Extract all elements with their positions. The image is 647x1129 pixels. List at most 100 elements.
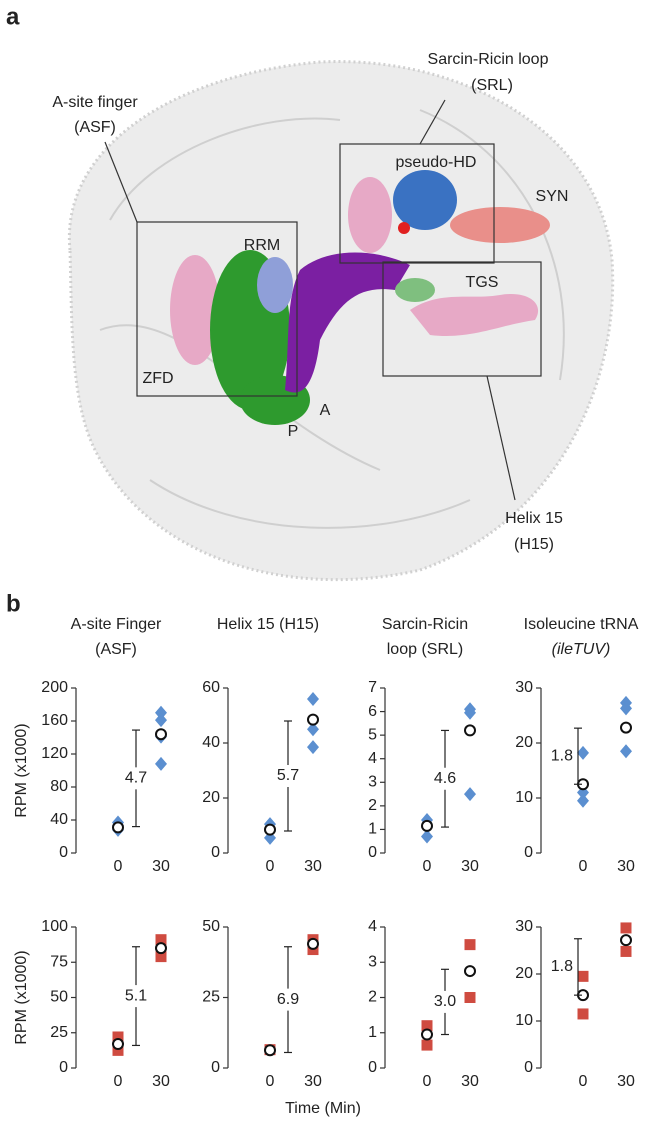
- x-tick-label: 0: [266, 1073, 275, 1090]
- pseudo-hd-domain: [393, 170, 457, 230]
- y-tick-label: 50: [202, 918, 220, 935]
- y-tick-label: 40: [202, 734, 220, 751]
- fold-change: 6.9: [277, 991, 299, 1008]
- mean: [264, 1044, 276, 1057]
- marker: [398, 222, 410, 234]
- y-tick-label: 60: [202, 679, 220, 696]
- point: [577, 970, 589, 982]
- asf-box: [136, 221, 298, 397]
- point: [155, 705, 167, 720]
- label-bg: [274, 765, 302, 787]
- x-tick-label: 0: [114, 1073, 123, 1090]
- y-tick-label: 0: [524, 844, 533, 861]
- label: (SRL): [471, 77, 513, 94]
- point: [620, 744, 632, 759]
- label: (ASF): [74, 119, 116, 136]
- point: [577, 745, 589, 760]
- srl-box: [339, 143, 495, 264]
- point: [464, 787, 476, 802]
- ribosome: [67, 60, 615, 582]
- point: [307, 692, 319, 706]
- x-tick-label: 0: [579, 1073, 588, 1090]
- label: Sarcin-Ricin loop: [428, 51, 549, 68]
- x-tick-label: 30: [304, 1073, 322, 1090]
- y-tick-label: 10: [515, 789, 533, 806]
- h15-density: [410, 294, 539, 337]
- fold-change: 5.7: [277, 767, 299, 784]
- chart-title: loop (SRL): [387, 641, 463, 658]
- y-tick-label: 5: [368, 726, 377, 743]
- chart-title: (ASF): [95, 641, 137, 658]
- y-tick-label: 7: [368, 679, 377, 696]
- label-bg: [122, 985, 150, 1008]
- boxes: [104, 99, 542, 501]
- x-tick-label: 30: [461, 1073, 479, 1090]
- purple-trna: [285, 252, 410, 393]
- x-tick-label: 0: [266, 858, 275, 875]
- y-tick-label: 200: [41, 679, 68, 696]
- point: [307, 722, 319, 737]
- y-tick-label: 30: [515, 918, 533, 935]
- callout-line: [419, 99, 446, 145]
- point: [421, 829, 433, 844]
- fold-change: 3.0: [434, 993, 456, 1010]
- chart-title: (ileTUV): [552, 641, 611, 658]
- point: [620, 922, 632, 934]
- y-tick-label: 20: [515, 965, 533, 982]
- label: P: [288, 423, 299, 440]
- y-tick-label: 30: [515, 679, 533, 696]
- panel-label: b: [6, 590, 21, 617]
- y-tick-label: 20: [515, 734, 533, 751]
- label: pseudo-HD: [396, 154, 477, 171]
- label: A: [320, 402, 331, 419]
- y-tick-label: 160: [41, 712, 68, 729]
- label: A-site finger: [52, 94, 138, 111]
- point: [577, 793, 589, 808]
- y-tick-label: 1: [368, 1024, 377, 1041]
- point: [112, 1044, 124, 1056]
- label-bg: [122, 767, 150, 790]
- y-tick-label: 25: [50, 1024, 68, 1041]
- y-tick-label: 3: [368, 953, 377, 970]
- fold-change: 4.7: [125, 770, 147, 787]
- point: [307, 740, 319, 755]
- panel-label: a: [6, 3, 20, 30]
- point: [155, 713, 167, 728]
- y-tick-label: 0: [211, 844, 220, 861]
- callout-line: [104, 141, 138, 223]
- y-tick-label: 120: [41, 745, 68, 762]
- chart-title: Helix 15 (H15): [217, 616, 319, 633]
- asf-density: [170, 255, 220, 365]
- label: RRM: [244, 237, 280, 254]
- point: [464, 705, 476, 720]
- mean: [464, 965, 476, 978]
- mean: [155, 728, 167, 741]
- label-bg: [274, 988, 302, 1011]
- callout-line: [486, 375, 516, 501]
- mean: [155, 942, 167, 955]
- x-tick-label: 30: [617, 1073, 635, 1090]
- y-tick-label: 2: [368, 797, 377, 814]
- mean: [112, 1038, 124, 1051]
- y-tick-label: 4: [368, 750, 377, 767]
- mean: [421, 819, 433, 832]
- y-tick-label: 20: [202, 789, 220, 806]
- y-axis-label: RPM (x1000): [13, 950, 30, 1044]
- mean: [620, 934, 632, 947]
- point: [155, 951, 167, 963]
- x-tick-label: 30: [152, 1073, 170, 1090]
- y-tick-label: 0: [368, 844, 377, 861]
- rrm-domain: [257, 257, 293, 313]
- y-tick-label: 25: [202, 989, 220, 1006]
- chart-title: A-site Finger: [71, 616, 162, 633]
- mean: [112, 821, 124, 834]
- y-tick-label: 1: [368, 821, 377, 838]
- x-tick-label: 30: [304, 858, 322, 875]
- label: TGS: [466, 274, 499, 291]
- x-axis-label: Time (Min): [285, 1100, 361, 1117]
- y-tick-label: 3: [368, 774, 377, 791]
- point: [421, 1020, 433, 1032]
- label: Helix 15: [505, 510, 563, 527]
- point: [577, 1008, 589, 1020]
